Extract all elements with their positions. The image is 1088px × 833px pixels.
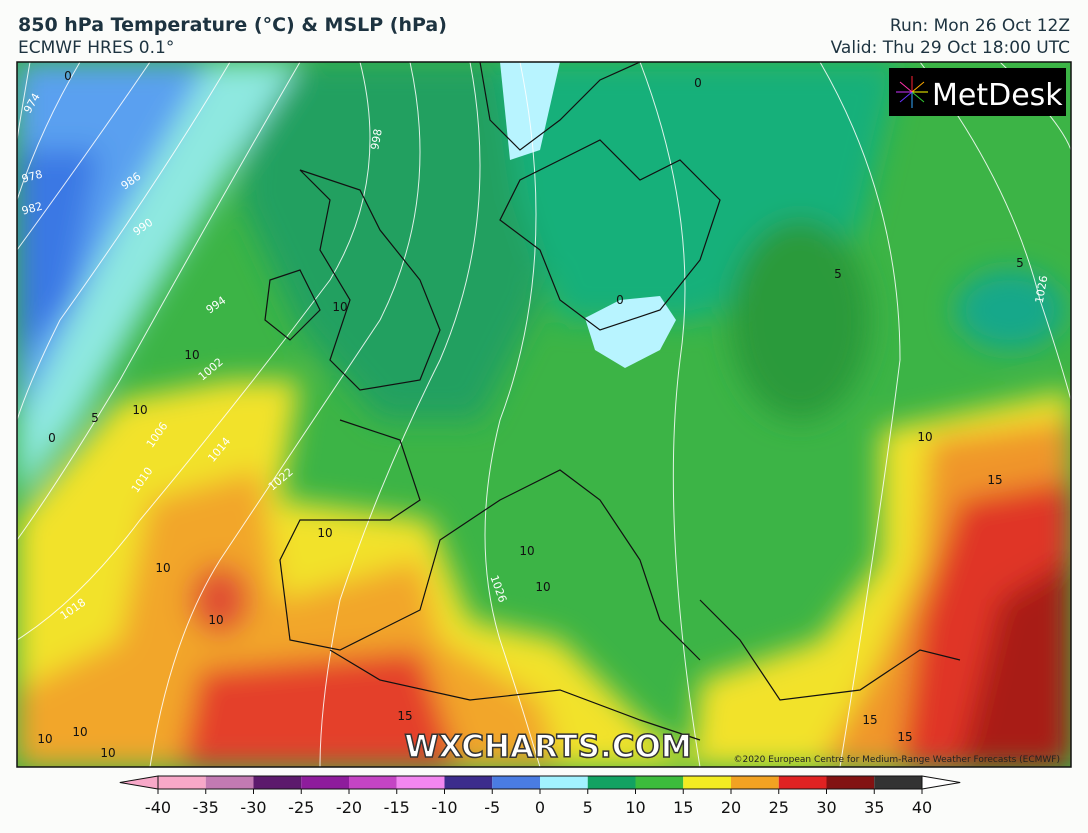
watermark: WXCHARTS.COM: [404, 729, 691, 765]
temperature-label: 15: [862, 713, 877, 727]
title: 850 hPa Temperature (°C) & MSLP (hPa): [18, 14, 447, 36]
colorbar-tick-label: -10: [431, 798, 457, 817]
temperature-label: 15: [397, 709, 412, 723]
colorbar-segment: [492, 776, 540, 789]
temperature-label: 0: [694, 76, 702, 90]
copyright: ©2020 European Centre for Medium-Range W…: [733, 755, 1060, 765]
temperature-label: 5: [91, 411, 99, 425]
temperature-label: 5: [834, 267, 842, 281]
colorbar-segment: [731, 776, 779, 789]
temperature-label: 10: [37, 732, 52, 746]
colorbar-tick-label: -5: [484, 798, 500, 817]
temperature-field: [17, 62, 1071, 767]
colorbar-segment: [301, 776, 349, 789]
colorbar-tick-label: -15: [384, 798, 410, 817]
temperature-label: 10: [535, 580, 550, 594]
colorbar-segment: [253, 776, 302, 789]
pressure-label: 998: [368, 128, 384, 151]
colorbar-segment: [540, 776, 588, 789]
valid: Valid: Thu 29 Oct 18:00 UTC: [830, 38, 1070, 58]
colorbar-tick-label: 40: [912, 798, 932, 817]
pressure-label: 982: [20, 200, 44, 218]
colorbar-segment: [349, 776, 397, 789]
temperature-label: 5: [1016, 256, 1024, 270]
colorbar-tick-label: 30: [816, 798, 836, 817]
temperature-label: 10: [100, 746, 115, 760]
temperature-label: 10: [208, 613, 223, 627]
colorbar-tick-label: -25: [288, 798, 314, 817]
colorbar-segment: [874, 776, 922, 789]
temperature-label: 10: [317, 526, 332, 540]
temperature-label: 20: [0, 0, 8, 3]
colorbar-segment: [826, 776, 875, 789]
logo-icon: [896, 76, 928, 108]
logo: MetDesk: [932, 78, 1063, 113]
colorbar-tick-label: 5: [583, 798, 593, 817]
colorbar-segment: [635, 776, 684, 789]
colorbar-segment: [444, 776, 493, 789]
colorbar-segment: [205, 776, 254, 789]
temperature-label: 10: [132, 403, 147, 417]
temperature-label: 10: [519, 544, 534, 558]
temperature-label: 10: [184, 348, 199, 362]
colorbar-tick-label: -30: [240, 798, 266, 817]
colorbar-tick-label: -35: [193, 798, 219, 817]
colorbar-segment: [158, 776, 206, 789]
temperature-label: 10: [917, 430, 932, 444]
colorbar-tick-label: 15: [673, 798, 693, 817]
colorbar-segment: [683, 776, 731, 789]
colorbar-tick-label: 25: [769, 798, 789, 817]
colorbar-tick-label: 0: [535, 798, 545, 817]
colorbar-arrow-left: [119, 775, 159, 790]
colorbar-tick-label: 10: [625, 798, 645, 817]
colorbar-tick-label: 20: [721, 798, 741, 817]
colorbar-segment: [587, 776, 636, 789]
colorbar-tick-label: -40: [145, 798, 171, 817]
temperature-label: 10: [72, 725, 87, 739]
run: Run: Mon 26 Oct 12Z: [889, 16, 1070, 36]
colorbar-arrow-right: [921, 775, 961, 790]
temperature-label: 0: [64, 69, 72, 83]
pressure-label: 1026: [1033, 274, 1051, 304]
temperature-label: 15: [987, 473, 1002, 487]
colorbar-segment: [396, 776, 445, 789]
temperature-label: 0: [48, 431, 56, 445]
temperature-label: 10: [155, 561, 170, 575]
colorbar-segment: [778, 776, 827, 789]
temperature-label: 0: [616, 293, 624, 307]
pressure-label: 978: [20, 168, 44, 186]
temperature-label: 15: [897, 730, 912, 744]
colorbar-tick-label: 35: [864, 798, 884, 817]
colorbar-tick-label: -20: [336, 798, 362, 817]
subtitle: ECMWF HRES 0.1°: [18, 38, 175, 58]
temperature-label: 10: [332, 300, 347, 314]
